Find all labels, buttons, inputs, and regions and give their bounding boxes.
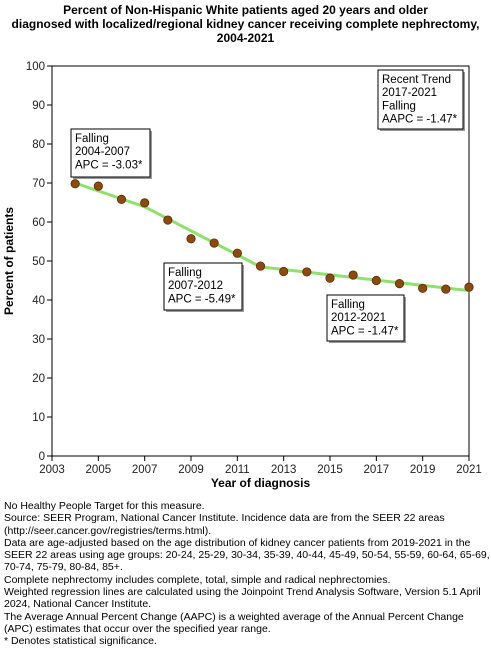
footnote-regression: Weighted regression lines are calculated… (4, 586, 481, 611)
y-tick-label: 0 (39, 451, 45, 463)
data-point-2020 (441, 284, 451, 294)
y-tick-label: 60 (32, 217, 45, 229)
x-tick-label: 2003 (39, 464, 65, 476)
chart: Percent of Non-Hispanic White patients a… (2, 3, 482, 490)
annotation-line: Recent Trend (382, 74, 451, 86)
footnotes: No Healthy People Target for this measur… (4, 500, 490, 648)
footnote-aapc: The Average Annual Percent Change (AAPC)… (4, 610, 464, 635)
data-point-2010 (209, 238, 219, 248)
chart-title: Percent of Non-Hispanic White patients a… (12, 3, 480, 45)
annotation-line: 2017-2021 (382, 87, 437, 99)
data-point-2016 (348, 270, 358, 280)
y-tick-label: 10 (32, 412, 45, 424)
trend-line-layer (73, 181, 471, 293)
x-tick-label: 2021 (456, 464, 482, 476)
annotation-box (70, 128, 151, 178)
y-tick-label: 30 (32, 334, 45, 346)
annotation-line: 2007-2012 (168, 280, 223, 292)
annotation-line: Falling (168, 267, 202, 279)
data-point-2011 (232, 248, 242, 258)
footnote-target: No Healthy People Target for this measur… (4, 500, 205, 512)
annotation-line: APC = -5.49* (168, 293, 236, 305)
y-tick-label: 20 (32, 373, 45, 385)
data-point-2006 (116, 194, 127, 204)
footnote-significance: * Denotes statistical significance. (4, 635, 157, 648)
data-point-2007 (140, 198, 150, 208)
y-axis-label: Percent of patients (2, 207, 16, 315)
annotation-line: Falling (382, 100, 416, 112)
annotation-line: Falling (331, 299, 365, 311)
x-tick-label: 2009 (178, 464, 204, 476)
annotation-line: AAPC = -1.47* (382, 114, 458, 126)
chart-title-line-2: diagnosed with localized/regional kidney… (12, 17, 480, 31)
data-point-2005 (93, 181, 103, 191)
data-point-2012 (255, 261, 266, 271)
annotation-line: 2004-2007 (75, 146, 130, 158)
trend-line (73, 181, 471, 293)
x-tick-label: 2005 (86, 464, 112, 476)
x-tick-label: 2017 (364, 464, 390, 476)
data-point-2009 (186, 234, 196, 244)
annotation-line: Falling (75, 133, 109, 145)
y-tick-label: 80 (32, 139, 45, 151)
annotation-box (377, 69, 464, 130)
data-point-2019 (418, 283, 428, 293)
y-tick-label: 40 (32, 295, 45, 307)
footnote-source: Source: SEER Program, National Cancer In… (4, 512, 445, 537)
annotation-line: 2012-2021 (331, 312, 386, 324)
x-tick-label: 2007 (132, 464, 158, 476)
y-tick-label: 100 (26, 61, 45, 73)
axes: 0 10 20 30 40 50 60 70 80 90 100 2003 2005 2007 2009 20… (2, 61, 482, 490)
data-points-layer (70, 179, 474, 294)
annotation-line: APC = -3.03* (75, 159, 143, 171)
annotation-box (326, 294, 405, 342)
x-tick-label: 2019 (410, 464, 436, 476)
annotation-line: APC = -1.47* (331, 325, 399, 337)
y-tick-label: 70 (32, 178, 45, 190)
data-point-2013 (279, 266, 289, 277)
data-point-2014 (302, 267, 312, 277)
data-point-2021 (464, 282, 474, 292)
x-tick-label: 2011 (225, 464, 250, 476)
data-point-2018 (394, 279, 405, 289)
y-tick-label: 50 (32, 256, 45, 268)
footnote-nephrectomy-definition: Complete nephrectomy includes complete, … (4, 573, 391, 586)
annotation-box (163, 262, 243, 311)
data-point-2017 (371, 275, 381, 286)
footnote-age-adjustment: Data are age-adjusted based on the age d… (4, 536, 490, 574)
data-point-2015 (325, 273, 335, 283)
data-point-2004 (70, 179, 80, 189)
x-tick-label: 2015 (317, 464, 343, 476)
x-axis-label: Year of diagnosis (211, 476, 311, 490)
data-point-2008 (163, 215, 173, 225)
y-tick-label: 90 (32, 100, 45, 112)
chart-title-line-3: 2004-2021 (217, 31, 275, 45)
chart-title-line-1: Percent of Non-Hispanic White patients a… (63, 3, 428, 17)
x-tick-label: 2013 (271, 464, 297, 476)
